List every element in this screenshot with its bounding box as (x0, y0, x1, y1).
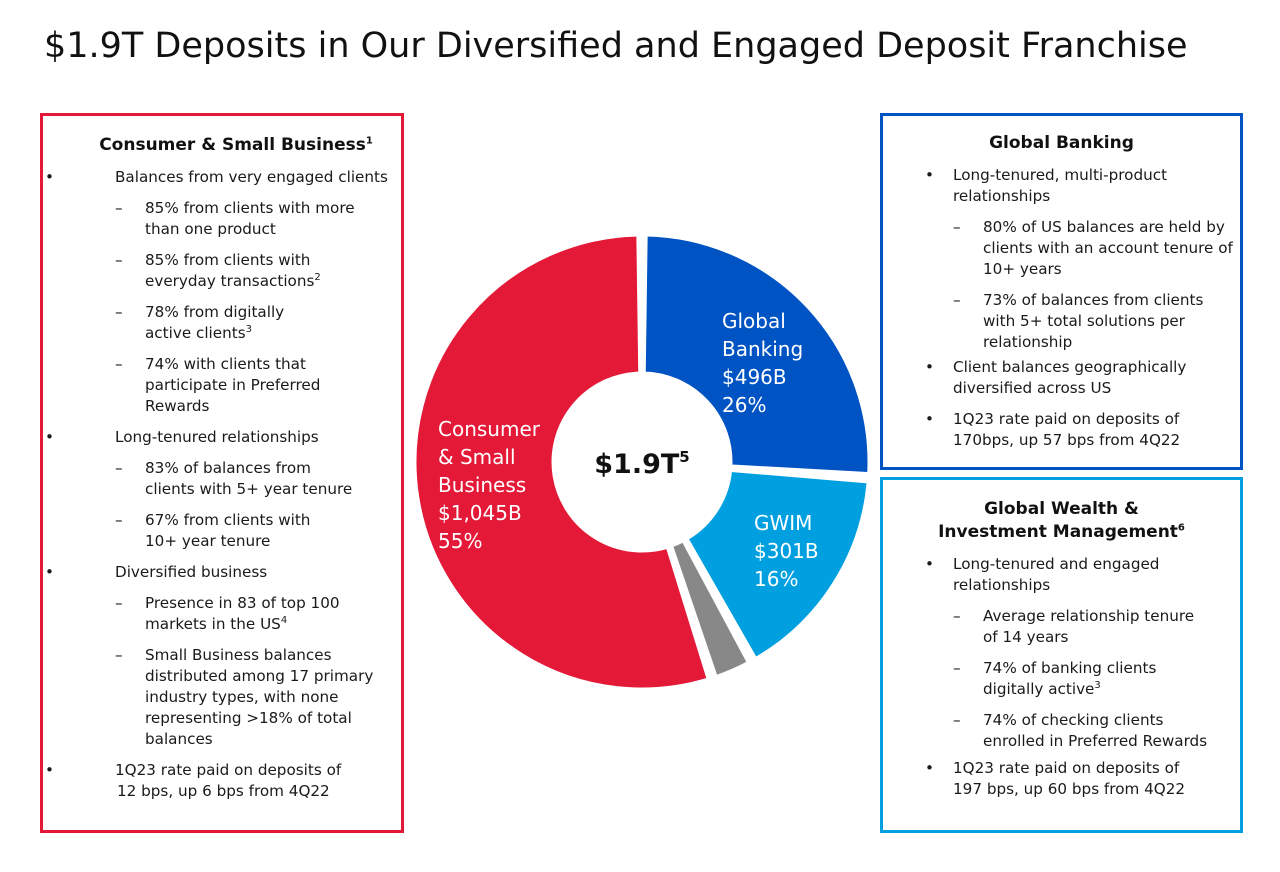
gwim-bullets: Long-tenured and engaged relationships (923, 554, 1230, 596)
consumer-bullet-tenure: Long-tenured relationships (43, 427, 389, 448)
consumer-bullets-2: Long-tenured relationships (43, 427, 389, 448)
donut-segment-consumer-small-business (411, 231, 713, 693)
deposits-donut-chart: Global Banking $496B 26% GWIM $301B 16% Consume… (411, 231, 873, 693)
consumer-bullet-rate-text: 1Q23 rate paid on deposits of 12 bps, up… (115, 761, 342, 800)
global-banking-heading: Global Banking (989, 133, 1134, 153)
consumer-bullet-engaged: Balances from very engaged clients (43, 167, 389, 188)
consumer-sub-small-business-text: Small Business balances distributed amon… (145, 646, 374, 748)
gb-sub-solutions: 73% of balances from clients with 5+ tot… (953, 290, 1223, 353)
global-banking-panel: Global Banking Long-tenured, multi-produ… (880, 113, 1243, 470)
consumer-bullets-3: Diversified business (43, 562, 389, 583)
gb-multi-product-subs: 80% of US balances are held by clients w… (953, 217, 1233, 353)
consumer-sub-markets: Presence in 83 of top 100 markets in the… (115, 593, 357, 635)
gwim-sub-digital-footnote: 3 (1094, 679, 1101, 691)
gwim-sub-tenure-text: Average relationship tenure of 14 years (983, 607, 1195, 646)
gb-bullet-multi-product-text: Long-tenured, multi-product relationship… (953, 166, 1168, 205)
consumer-engaged-subs: 85% from clients with more than one prod… (115, 198, 363, 417)
consumer-sub-digital-text: 78% from digitally active clients (145, 303, 285, 342)
gwim-sub-rewards-text: 74% of checking clients enrolled in Pref… (983, 711, 1208, 750)
consumer-bullets: Balances from very engaged clients (43, 167, 389, 188)
consumer-sub-small-business: Small Business balances distributed amon… (115, 645, 385, 750)
consumer-sub-5yr-text: 83% of balances from clients with 5+ yea… (145, 459, 353, 498)
gwim-bullet-rate-text: 1Q23 rate paid on deposits of 197 bps, u… (953, 759, 1186, 798)
consumer-sub-everyday: 85% from clients with everyday transacti… (115, 250, 363, 292)
donut-labels: Global Banking $496B 26% GWIM $301B 16% Consume… (438, 309, 819, 591)
gb-bullet-geographic-text: Client balances geographically diversifi… (953, 358, 1187, 397)
global-banking-bullets-2: Client balances geographically diversifi… (923, 357, 1230, 451)
gwim-sub-rewards: 74% of checking clients enrolled in Pref… (953, 710, 1223, 752)
consumer-sub-10yr: 67% from clients with 10+ year tenure (115, 510, 325, 552)
gwim-panel: Global Wealth & Investment Management6 L… (880, 477, 1243, 833)
consumer-sub-digital: 78% from digitally active clients3 (115, 302, 305, 344)
consumer-sub-everyday-text: 85% from clients with everyday transacti… (145, 251, 315, 290)
gwim-bullet-rate: 1Q23 rate paid on deposits of 197 bps, u… (923, 758, 1203, 800)
gwim-heading: Global Wealth & Investment Management6 (893, 498, 1230, 544)
gwim-sub-digital: 74% of banking clients digitally active3 (953, 658, 1193, 700)
gb-sub-tenure: 80% of US balances are held by clients w… (953, 217, 1233, 280)
consumer-sub-multi-product-text: 85% from clients with more than one prod… (145, 199, 355, 238)
consumer-heading: Consumer & Small Business1 (83, 134, 389, 157)
gwim-heading-footnote: 6 (1177, 522, 1185, 534)
consumer-heading-footnote: 1 (365, 135, 373, 147)
consumer-bullet-diversified-text: Diversified business (115, 563, 268, 581)
gwim-heading-line1: Global Wealth & (984, 499, 1139, 519)
gwim-heading-line2: Investment Management6 (893, 521, 1230, 544)
donut-label-gwim: GWIM $301B 16% (754, 511, 819, 591)
consumer-heading-text: Consumer & Small Business (99, 135, 366, 155)
consumer-sub-multi-product: 85% from clients with more than one prod… (115, 198, 363, 240)
gb-sub-solutions-text: 73% of balances from clients with 5+ tot… (983, 291, 1204, 351)
gb-bullet-geographic: Client balances geographically diversifi… (923, 357, 1193, 399)
consumer-sub-markets-text: Presence in 83 of top 100 markets in the… (145, 594, 340, 633)
gwim-heading-line2-text: Investment Management (938, 522, 1178, 542)
consumer-bullet-tenure-text: Long-tenured relationships (115, 428, 319, 446)
consumer-sub-5yr: 83% of balances from clients with 5+ yea… (115, 458, 363, 500)
donut-center-total: $1.9T5 (594, 448, 689, 480)
consumer-sub-rewards: 74% with clients that participate in Pre… (115, 354, 325, 417)
donut-segments (411, 231, 873, 693)
donut-label-consumer-small-business: Consumer & Small Business $1,045B 55% (438, 417, 541, 553)
donut-hole (556, 376, 728, 548)
consumer-bullet-rate: 1Q23 rate paid on deposits of 12 bps, up… (43, 760, 357, 802)
consumer-sub-markets-footnote: 4 (280, 614, 288, 626)
gb-bullet-rate-text: 1Q23 rate paid on deposits of 170bps, up… (953, 410, 1181, 449)
gb-sub-tenure-text: 80% of US balances are held by clients w… (983, 218, 1233, 278)
consumer-tenure-subs: 83% of balances from clients with 5+ yea… (115, 458, 363, 552)
consumer-diversified-subs: Presence in 83 of top 100 markets in the… (115, 593, 373, 750)
consumer-sub-rewards-text: 74% with clients that participate in Pre… (145, 355, 321, 415)
donut-label-global-banking: Global Banking $496B 26% (722, 309, 803, 417)
gwim-bullet-engaged: Long-tenured and engaged relationships (923, 554, 1183, 596)
consumer-bullets-4: 1Q23 rate paid on deposits of 12 bps, up… (43, 760, 389, 802)
consumer-bullet-diversified: Diversified business (43, 562, 389, 583)
gwim-bullets-2: 1Q23 rate paid on deposits of 197 bps, u… (923, 758, 1230, 800)
consumer-panel: Consumer & Small Business1 Balances from… (40, 113, 404, 833)
consumer-sub-everyday-footnote: 2 (314, 271, 321, 283)
consumer-bullet-engaged-text: Balances from very engaged clients (115, 168, 388, 186)
donut-segment-gwim (682, 466, 872, 664)
donut-segment-global-banking (640, 231, 873, 478)
gwim-sub-digital-text: 74% of banking clients digitally active (983, 659, 1157, 698)
gwim-sub-tenure: Average relationship tenure of 14 years (953, 606, 1203, 648)
gwim-bullet-engaged-text: Long-tenured and engaged relationships (953, 555, 1160, 594)
consumer-sub-digital-footnote: 3 (245, 323, 252, 335)
gb-bullet-multi-product: Long-tenured, multi-product relationship… (923, 165, 1183, 207)
global-banking-bullets: Long-tenured, multi-product relationship… (923, 165, 1230, 207)
consumer-sub-10yr-text: 67% from clients with 10+ year tenure (145, 511, 311, 550)
page-title: $1.9T Deposits in Our Diversified and En… (44, 26, 1188, 66)
gwim-engaged-subs: Average relationship tenure of 14 years … (953, 606, 1213, 752)
gb-bullet-rate: 1Q23 rate paid on deposits of 170bps, up… (923, 409, 1213, 451)
